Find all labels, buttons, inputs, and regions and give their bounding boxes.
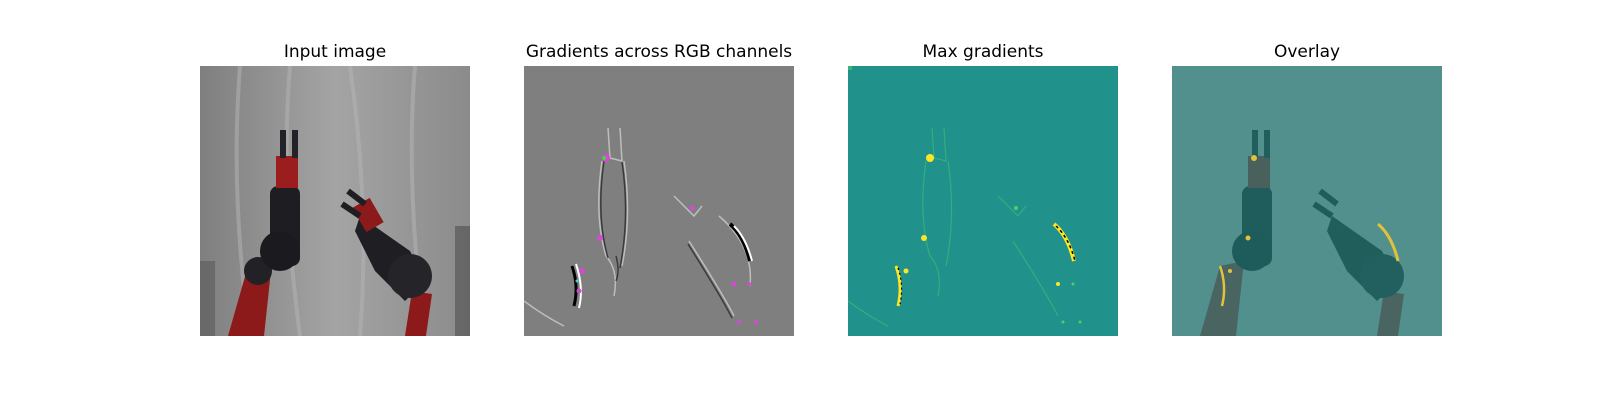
panel-title: Gradients across RGB channels	[525, 42, 793, 62]
rgb-gradients-panel: Gradients across RGB channels	[524, 0, 794, 400]
max-gradients-image	[848, 66, 1118, 336]
input-image	[200, 66, 470, 336]
max-gradients-panel: Max gradients	[848, 0, 1118, 400]
panel-title: Overlay	[1273, 42, 1341, 62]
panel-title: Input image	[283, 42, 387, 62]
overlay-image	[1172, 66, 1442, 336]
panel-title: Max gradients	[922, 42, 1044, 62]
overlay-panel: Overlay	[1172, 0, 1442, 400]
rgb-gradients-image	[524, 66, 794, 336]
input-image-panel: Input image	[200, 0, 470, 400]
